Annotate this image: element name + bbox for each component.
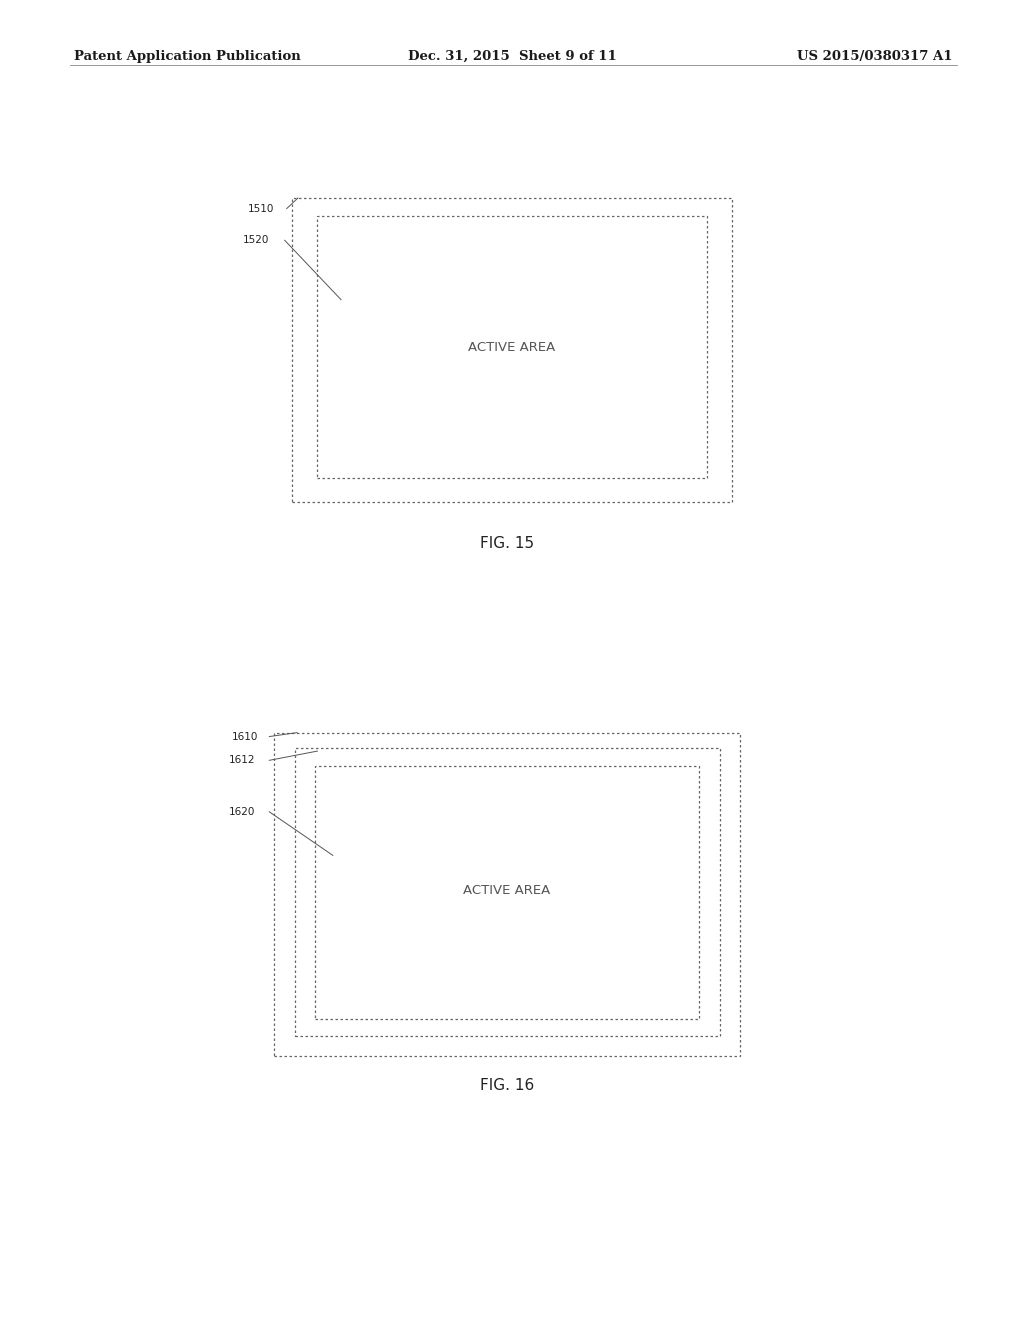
Text: Patent Application Publication: Patent Application Publication [74, 50, 300, 63]
Text: Dec. 31, 2015  Sheet 9 of 11: Dec. 31, 2015 Sheet 9 of 11 [408, 50, 616, 63]
Bar [292, 198, 732, 502]
Text: 1612: 1612 [228, 755, 255, 766]
Bar [317, 216, 707, 478]
Text: 1610: 1610 [231, 731, 258, 742]
Bar [315, 766, 699, 1019]
Bar [274, 733, 740, 1056]
Text: 1620: 1620 [228, 807, 255, 817]
Text: US 2015/0380317 A1: US 2015/0380317 A1 [797, 50, 952, 63]
Text: FIG. 15: FIG. 15 [480, 536, 534, 552]
Text: ACTIVE AREA: ACTIVE AREA [463, 884, 551, 898]
Text: ACTIVE AREA: ACTIVE AREA [468, 341, 556, 354]
Text: 1520: 1520 [243, 235, 269, 246]
Text: FIG. 16: FIG. 16 [480, 1077, 534, 1093]
Text: 1510: 1510 [248, 203, 274, 214]
Bar [295, 748, 720, 1036]
